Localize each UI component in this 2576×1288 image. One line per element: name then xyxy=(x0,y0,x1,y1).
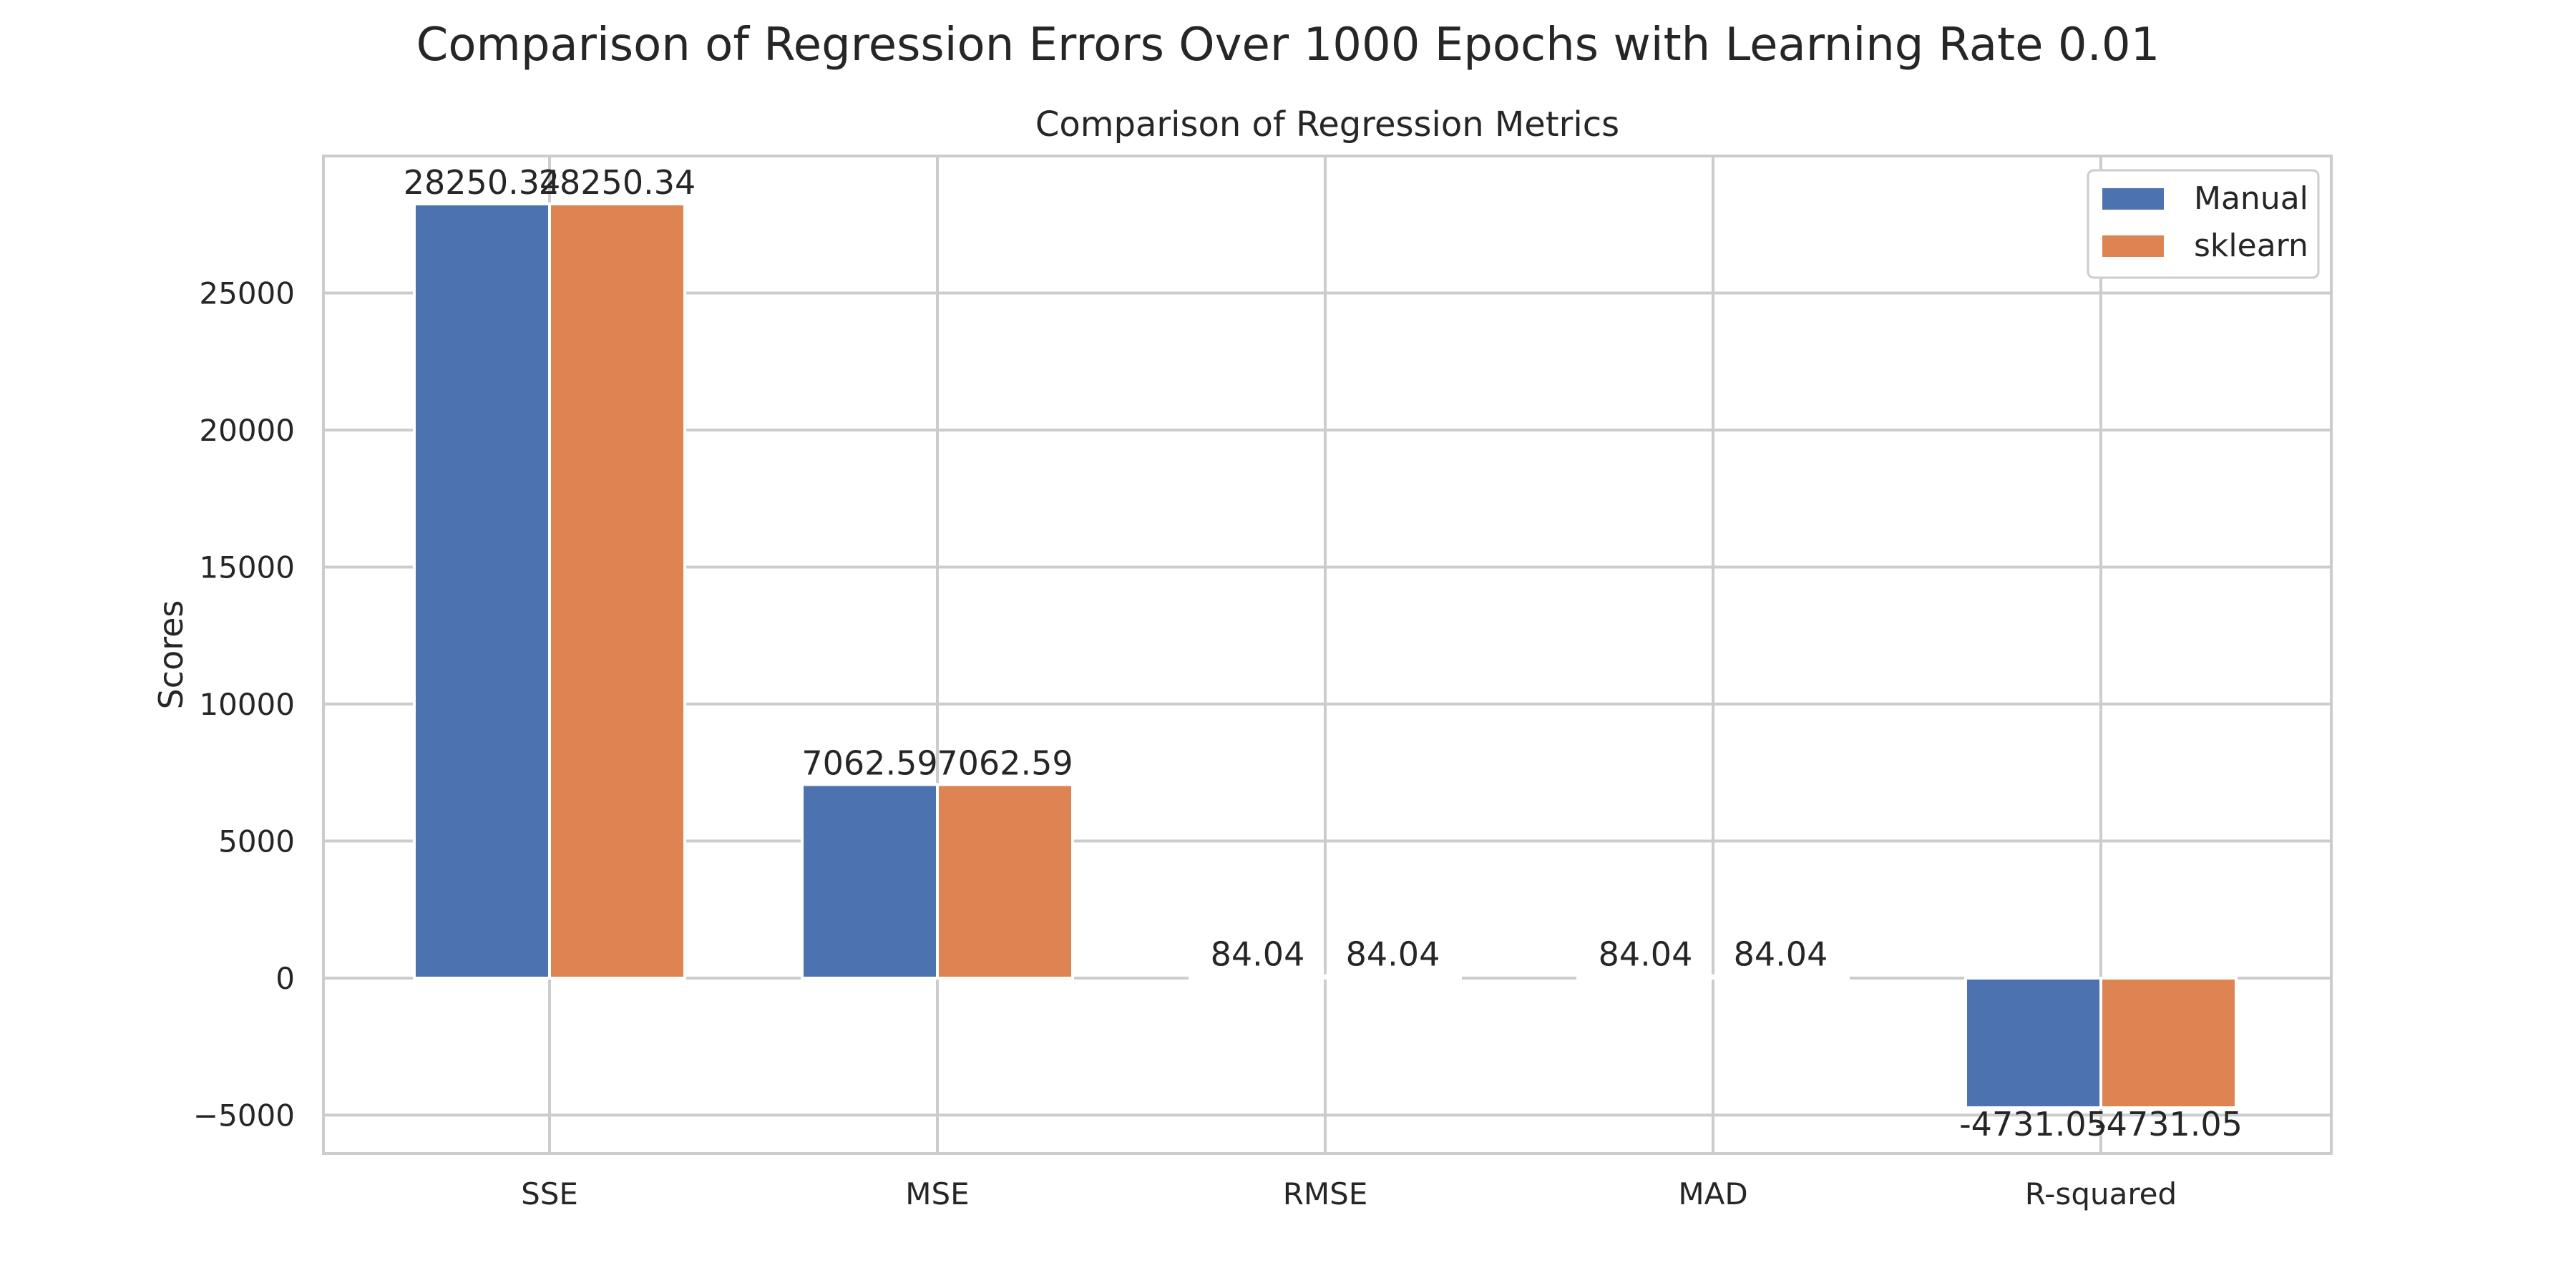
bar-value-label: 28250.34 xyxy=(539,163,696,202)
bar-value-label: -4731.05 xyxy=(1959,1105,2107,1143)
legend-swatch-sklearn xyxy=(2102,235,2164,257)
y-axis-label: Scores xyxy=(152,600,190,710)
bar-manual-r-squared xyxy=(1964,976,2102,1110)
bar-manual-sse xyxy=(413,203,551,980)
y-tick-label: 10000 xyxy=(199,687,295,722)
y-tick-label: 0 xyxy=(275,961,295,996)
bar-sklearn-r-squared xyxy=(2099,976,2238,1110)
chart-suptitle: Comparison of Regression Errors Over 100… xyxy=(416,19,2160,72)
x-tick-label: MSE xyxy=(905,1176,969,1211)
x-tick-labels: SSE MSE RMSE MAD R-squared xyxy=(521,1176,2177,1211)
bar-value-label: 7062.59 xyxy=(937,743,1073,782)
bar-value-label: 84.04 xyxy=(1734,935,1828,974)
bar-manual-mad xyxy=(1576,974,1714,980)
bar-sklearn-rmse xyxy=(1324,974,1462,980)
bar-value-label: 84.04 xyxy=(1599,935,1693,974)
bar-manual-mse xyxy=(801,783,939,980)
chart-title: Comparison of Regression Metrics xyxy=(1035,104,1619,145)
plot-frame xyxy=(322,155,2333,1155)
bar-value-label: 28250.34 xyxy=(404,163,561,202)
x-tick-label: R-squared xyxy=(2025,1176,2177,1211)
value-labels-group: 28250.34 7062.59 84.04 84.04 -4731.05 28250.3… xyxy=(404,163,2243,1143)
bar-value-label: -4731.05 xyxy=(2094,1105,2243,1143)
y-tick-label: 5000 xyxy=(218,824,295,859)
y-tick-label: 25000 xyxy=(199,275,295,311)
bar-value-label: 84.04 xyxy=(1211,935,1305,974)
bar-sklearn-mad xyxy=(1712,974,1850,980)
legend: Manual sklearn xyxy=(2087,169,2320,279)
y-tick-label: 20000 xyxy=(199,413,295,448)
y-tick-labels: −5000 0 5000 10000 15000 20000 25000 xyxy=(193,275,295,1133)
x-tick-label: RMSE xyxy=(1283,1176,1368,1211)
bar-value-label: 7062.59 xyxy=(801,743,937,782)
legend-label-sklearn: sklearn xyxy=(2194,228,2308,264)
legend-swatch-manual xyxy=(2102,188,2164,210)
x-tick-label: MAD xyxy=(1678,1176,1747,1211)
bar-manual-rmse xyxy=(1189,974,1327,980)
bars-group xyxy=(413,203,2238,1110)
bar-sklearn-sse xyxy=(548,203,686,980)
y-tick-label: 15000 xyxy=(199,550,295,585)
legend-label-manual: Manual xyxy=(2194,180,2308,217)
bar-value-label: 84.04 xyxy=(1346,935,1440,974)
bar-sklearn-mse xyxy=(936,783,1074,980)
x-tick-label: SSE xyxy=(521,1176,578,1211)
y-tick-label: −5000 xyxy=(193,1098,295,1133)
